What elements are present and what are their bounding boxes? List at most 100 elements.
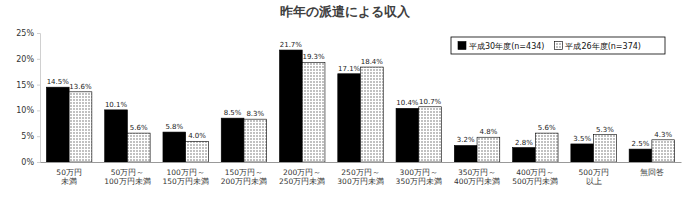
x-tick: 350万円～400万円未満 [454,162,500,186]
x-tick-label-line: 500万円未満 [512,177,558,186]
chart: 昨年の派遣による収入0%5%10%15%20%25%14.5%10.1%5.8%… [0,0,689,199]
x-tick-label-line: 200万円未満 [221,177,267,186]
x-tick-label: 500万円以上 [578,168,608,186]
data-label: 3.2% [457,136,475,144]
data-label: 4.8% [480,128,498,136]
data-label: 4.3% [654,131,672,139]
data-label: 2.5% [632,140,650,148]
y-tick-mark [37,33,40,34]
x-tick-label-line: 150万円未満 [163,177,209,186]
bar [338,74,361,162]
y-tick-label: 10% [16,106,34,115]
bar [361,67,384,162]
y-tick: 20% [16,55,40,64]
x-tick-label: 150万円～200万円未満 [221,168,267,186]
x-tick-label-line: 200万円～ [283,168,321,177]
x-tick: 150万円～200万円未満 [221,162,267,186]
bar [163,132,186,162]
bar [69,92,92,162]
x-tick: 無回答 [640,162,664,177]
x-tick-label-line: 400万円～ [516,168,554,177]
y-tick-label: 0% [21,158,34,167]
legend: 平成30年度(n=434) 平成26年度(n=374) [451,37,665,54]
y-axis: 0% 5% 10% 15% 20% 25% [16,29,40,167]
x-tick-label: 200万円～250万円未満 [279,168,325,186]
x-tick-label-line: 250万円未満 [279,177,325,186]
legend-swatch [458,42,466,50]
x-tick-label-line: 未満 [61,177,77,186]
x-tick-label-line: 350万円～ [458,168,496,177]
bar [221,118,244,162]
data-label: 8.3% [246,110,264,118]
bar [513,148,536,162]
x-tick-label: 100万円～150万円未満 [163,168,209,186]
bar [127,133,150,162]
y-tick-mark [37,85,40,86]
x-axis-line [41,162,682,163]
data-label: 17.1% [338,65,361,73]
data-label: 4.0% [188,132,206,140]
data-label: 5.6% [130,124,148,132]
y-tick: 5% [21,132,40,141]
x-tick-label: 300万円～350万円未満 [396,168,442,186]
data-label: 8.5% [224,109,242,117]
data-label: 13.6% [69,83,92,91]
plot: 0% 5% 10% 15% 20% 25% 14.5% 10.1% 5.8% 8.5% 21.7% 1… [16,29,681,186]
x-tick: 50万円～100万円未満 [104,162,150,186]
y-tick-mark [37,136,40,137]
legend-label: 平成26年度(n=374) [565,42,640,51]
data-label: 10.1% [105,101,128,109]
x-tick-label-line: 300万円～ [400,168,438,177]
series [46,50,651,162]
bar [396,108,419,162]
bar [477,137,500,162]
bar [535,133,558,162]
x-tick: 100万円～150万円未満 [163,162,209,186]
bar [571,144,594,162]
x-tick-label: 50万円～100万円未満 [104,168,150,186]
x-tick-label: 無回答 [640,168,664,177]
x-tick-label: 400万円～500万円未満 [512,168,558,186]
legend-label: 平成30年度(n=434) [469,42,544,51]
data-label: 19.3% [302,53,325,61]
x-tick-label: 50万円未満 [56,168,82,186]
x-tick-label-line: 250万円～ [341,168,379,177]
y-tick-label: 5% [21,132,34,141]
y-tick-mark [37,59,40,60]
data-label: 5.8% [165,123,183,131]
bar [105,110,128,162]
y-tick-label: 25% [16,29,34,38]
data-label: 5.3% [596,126,614,134]
data-label: 3.5% [573,135,591,143]
y-tick: 25% [16,29,40,38]
y-tick-mark [37,162,40,163]
data-label: 14.5% [47,78,70,86]
x-tick-label-line: 300万円未満 [337,177,383,186]
x-tick-label: 350万円～400万円未満 [454,168,500,186]
x-tick-label-line: 100万円～ [167,168,205,177]
data-labels: 14.5%10.1%5.8%8.5%21.7%17.1%10.4%3.2%2.8… [47,41,673,148]
x-tick: 200万円～250万円未満 [279,162,325,186]
bar [280,50,303,162]
series [69,62,674,162]
data-label: 21.7% [280,41,303,49]
data-label: 10.7% [419,98,442,106]
data-label: 5.6% [538,124,556,132]
bar [186,141,209,162]
y-tick: 15% [16,81,40,90]
x-tick-label-line: 50万円～ [111,168,145,177]
x-tick-label-line: 100万円未満 [104,177,150,186]
x-tick: 500万円以上 [578,162,608,186]
y-tick-mark [37,110,40,111]
x-axis: 50万円未満 50万円～100万円未満 100万円～150万円未満 150万円～200… [41,162,682,186]
x-tick-label-line: 350万円未満 [396,177,442,186]
y-tick: 0% [21,158,40,167]
bar [652,140,675,162]
y-tick: 10% [16,106,40,115]
legend-box [451,37,665,54]
data-label: 18.4% [361,58,384,66]
x-tick: 50万円未満 [56,162,82,186]
bars [46,50,674,162]
data-label: 10.4% [396,99,419,107]
bar [302,62,325,162]
